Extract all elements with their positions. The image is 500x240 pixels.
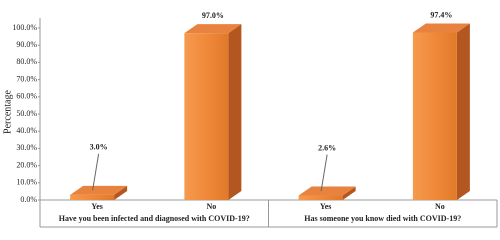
- y-tick-label: 10.0%: [16, 178, 37, 187]
- group-label: Has someone you know died with COVID-19?: [304, 214, 461, 223]
- y-tick-label: 40.0%: [16, 126, 37, 135]
- bar: [70, 194, 115, 200]
- y-axis-label: Percentage: [2, 90, 13, 134]
- data-label: 97.4%: [430, 10, 452, 19]
- bar-top: [70, 185, 128, 195]
- x-tick-label: No: [435, 202, 445, 211]
- y-tick-label: 70.0%: [16, 74, 37, 83]
- y-tick-label: 30.0%: [16, 143, 37, 152]
- x-tick-label: Yes: [320, 202, 332, 211]
- y-tick-label: 100.0%: [12, 23, 37, 32]
- data-label: 3.0%: [90, 143, 108, 152]
- group-label: Have you been infected and diagnosed wit…: [59, 214, 250, 223]
- bar-top: [298, 186, 356, 196]
- y-tick-label: 80.0%: [16, 57, 37, 66]
- bar-side: [114, 185, 128, 200]
- y-tick-label: 90.0%: [16, 40, 37, 49]
- bar-side: [228, 24, 242, 200]
- x-tick-label: Yes: [91, 202, 103, 211]
- bar-side: [456, 23, 470, 200]
- bar-top: [412, 23, 470, 33]
- bar: [184, 33, 229, 200]
- y-tick-label: 60.0%: [16, 92, 37, 101]
- chart: Percentage 0.0% 10.0% 20.0% 30.0% 40.0% 50.0%…: [2, 10, 498, 228]
- y-tick-label: 0.0%: [20, 195, 37, 204]
- bar-top: [184, 24, 242, 34]
- y-tick-label: 20.0%: [16, 160, 37, 169]
- bar-side: [342, 186, 356, 200]
- bar: [412, 32, 457, 200]
- x-tick-label: No: [206, 202, 216, 211]
- y-tick-label: 50.0%: [16, 109, 37, 118]
- data-label: 97.0%: [202, 11, 224, 20]
- leader-line: [320, 154, 328, 192]
- bar: [298, 195, 343, 200]
- data-label: 2.6%: [318, 143, 336, 152]
- leader-line: [92, 153, 100, 191]
